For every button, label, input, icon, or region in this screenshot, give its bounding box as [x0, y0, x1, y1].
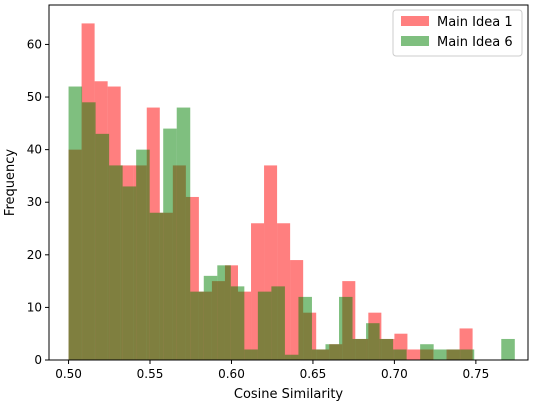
- histogram-bar-series-2: [82, 102, 96, 361]
- histogram-bar-series-2: [284, 354, 299, 360]
- legend-swatch-main-idea-6: [401, 36, 429, 46]
- histogram-bar-series-2: [311, 349, 326, 360]
- y-tick-label: 40: [27, 143, 42, 157]
- histogram-bar-series-2: [420, 344, 434, 360]
- histogram-bar-series-2: [68, 86, 83, 361]
- histogram-bar-series-2: [325, 344, 339, 360]
- histogram-bar-series-2: [379, 338, 394, 360]
- ticks-layer: 0.50 0.55 0.60 0.65 0.70 0.75 0 10 20 30 40 50 60: [27, 37, 490, 381]
- x-tick-label: 0.65: [300, 367, 327, 381]
- histogram-bar-series-2: [393, 349, 407, 360]
- histogram-bar-series-2: [339, 296, 353, 360]
- legend-label-main-idea-1: Main Idea 1: [437, 15, 513, 30]
- x-tick-label: 0.50: [55, 367, 82, 381]
- histogram-bar-series-2: [447, 349, 461, 360]
- histogram-bar-series-1: [407, 349, 421, 360]
- x-axis-label: Cosine Similarity: [234, 387, 344, 402]
- histogram-bar-series-2: [163, 128, 177, 360]
- histogram-bar-series-2: [95, 133, 110, 360]
- x-tick-label: 0.60: [218, 367, 245, 381]
- legend-swatch-main-idea-1: [401, 16, 429, 26]
- histogram-bar-series-2: [217, 265, 231, 360]
- y-tick-label: 0: [34, 353, 42, 367]
- histogram-bar-series-2: [433, 349, 448, 360]
- histogram-bar-series-2: [109, 165, 123, 360]
- bars-layer: [68, 23, 515, 361]
- histogram-bar-series-2: [122, 186, 137, 360]
- y-tick-label: 60: [27, 37, 42, 51]
- histogram-bar-series-2: [176, 107, 191, 360]
- histogram-bar-series-2: [257, 291, 272, 360]
- x-tick-label: 0.75: [463, 367, 490, 381]
- histogram-bar-series-2: [244, 349, 258, 360]
- legend-label-main-idea-6: Main Idea 6: [437, 35, 513, 50]
- histogram-bar-series-2: [352, 338, 367, 360]
- x-tick-label: 0.70: [381, 367, 408, 381]
- legend: Main Idea 1 Main Idea 6: [392, 9, 523, 57]
- y-tick-label: 20: [27, 248, 42, 262]
- histogram-bar-series-2: [190, 291, 204, 360]
- y-axis-label: Frequency: [3, 149, 18, 216]
- histogram-bar-series-2: [366, 323, 380, 360]
- histogram-bar-series-2: [271, 286, 285, 360]
- x-tick-label: 0.55: [137, 367, 164, 381]
- histogram-bar-series-2: [136, 149, 150, 360]
- histogram-bar-series-2: [298, 296, 312, 360]
- y-tick-label: 30: [27, 195, 42, 209]
- y-tick-label: 50: [27, 90, 42, 104]
- histogram-bar-series-2: [203, 275, 218, 360]
- histogram-bar-series-2: [230, 286, 245, 360]
- y-tick-label: 10: [27, 300, 42, 314]
- axes-frame: [48, 4, 529, 361]
- histogram-bar-series-2: [460, 349, 475, 360]
- histogram-bar-series-2: [149, 212, 164, 360]
- histogram-bar-series-2: [501, 338, 515, 360]
